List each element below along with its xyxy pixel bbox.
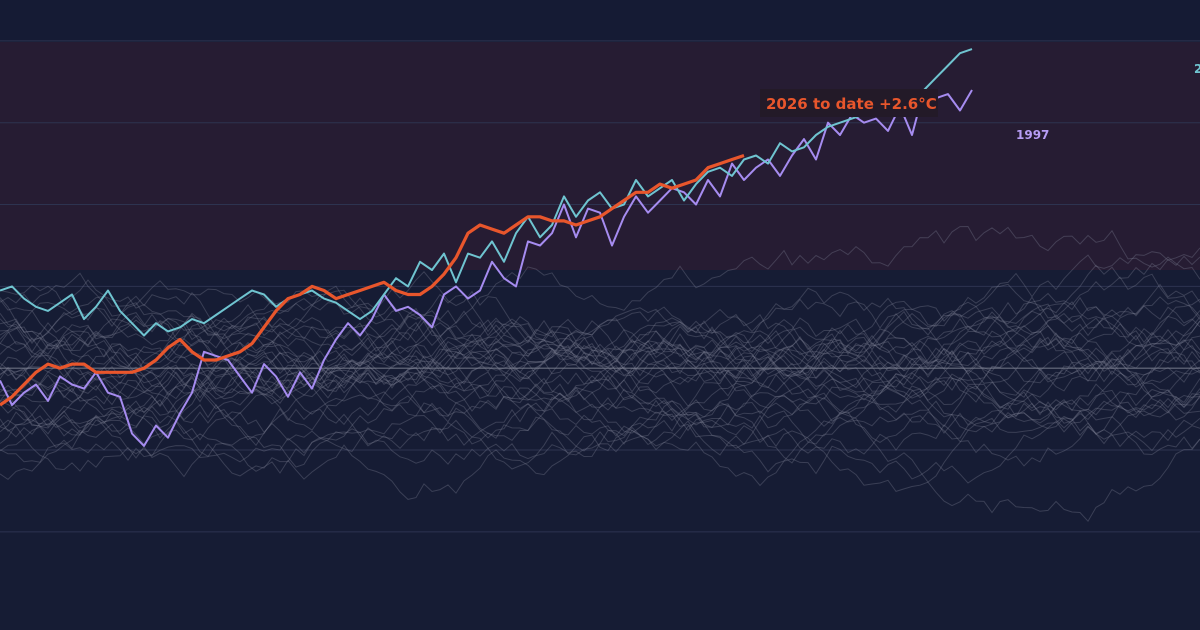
background-year-line (0, 255, 1200, 445)
series-line-1997 (0, 89, 973, 447)
background-year-line (0, 310, 1200, 481)
background-year-line (0, 271, 1200, 398)
background-year-line (0, 399, 1200, 523)
background-year-line (0, 403, 1200, 470)
background-year-line (0, 298, 1200, 444)
background-year-line (0, 321, 1200, 452)
background-year-line (0, 307, 1200, 418)
background-year-line (0, 337, 1200, 465)
background-year-line (0, 375, 1200, 478)
background-year-line (0, 293, 1200, 389)
warm-band (0, 42, 1200, 270)
background-year-line (0, 321, 1200, 416)
background-year-line (0, 225, 1200, 438)
background-year-line (0, 247, 1200, 380)
background-year-line (0, 372, 1200, 445)
background-year-line (0, 296, 1200, 406)
series-line-2 (0, 48, 973, 337)
background-year-line (0, 295, 1200, 428)
background-year-line (0, 273, 1200, 399)
background-year-line (0, 317, 1200, 412)
background-year-line (0, 292, 1200, 456)
highlighted-series (0, 48, 973, 447)
background-year-line (0, 317, 1200, 434)
highlight-label: 2026 to date +2.6°C (766, 95, 937, 113)
background-year-line (0, 400, 1200, 500)
background-year-line (0, 272, 1200, 403)
series-label-1997: 1997 (1016, 128, 1049, 142)
background-year-line (0, 297, 1200, 447)
series-labels: 2026 to date +2.6°C 1997 2 (760, 62, 1200, 142)
background-year-line (0, 279, 1200, 409)
highlight-label-background (760, 89, 938, 117)
series-label-2: 2 (1194, 62, 1200, 76)
background-year-line (0, 330, 1200, 405)
background-year-line (0, 397, 1200, 487)
top-strip (0, 0, 1200, 42)
background-year-line (0, 306, 1200, 385)
background-year-line (0, 298, 1200, 374)
background-year-line (0, 285, 1200, 421)
series-line-2026 (0, 153, 745, 407)
background-year-line (0, 283, 1200, 418)
background-year-line (0, 313, 1200, 441)
